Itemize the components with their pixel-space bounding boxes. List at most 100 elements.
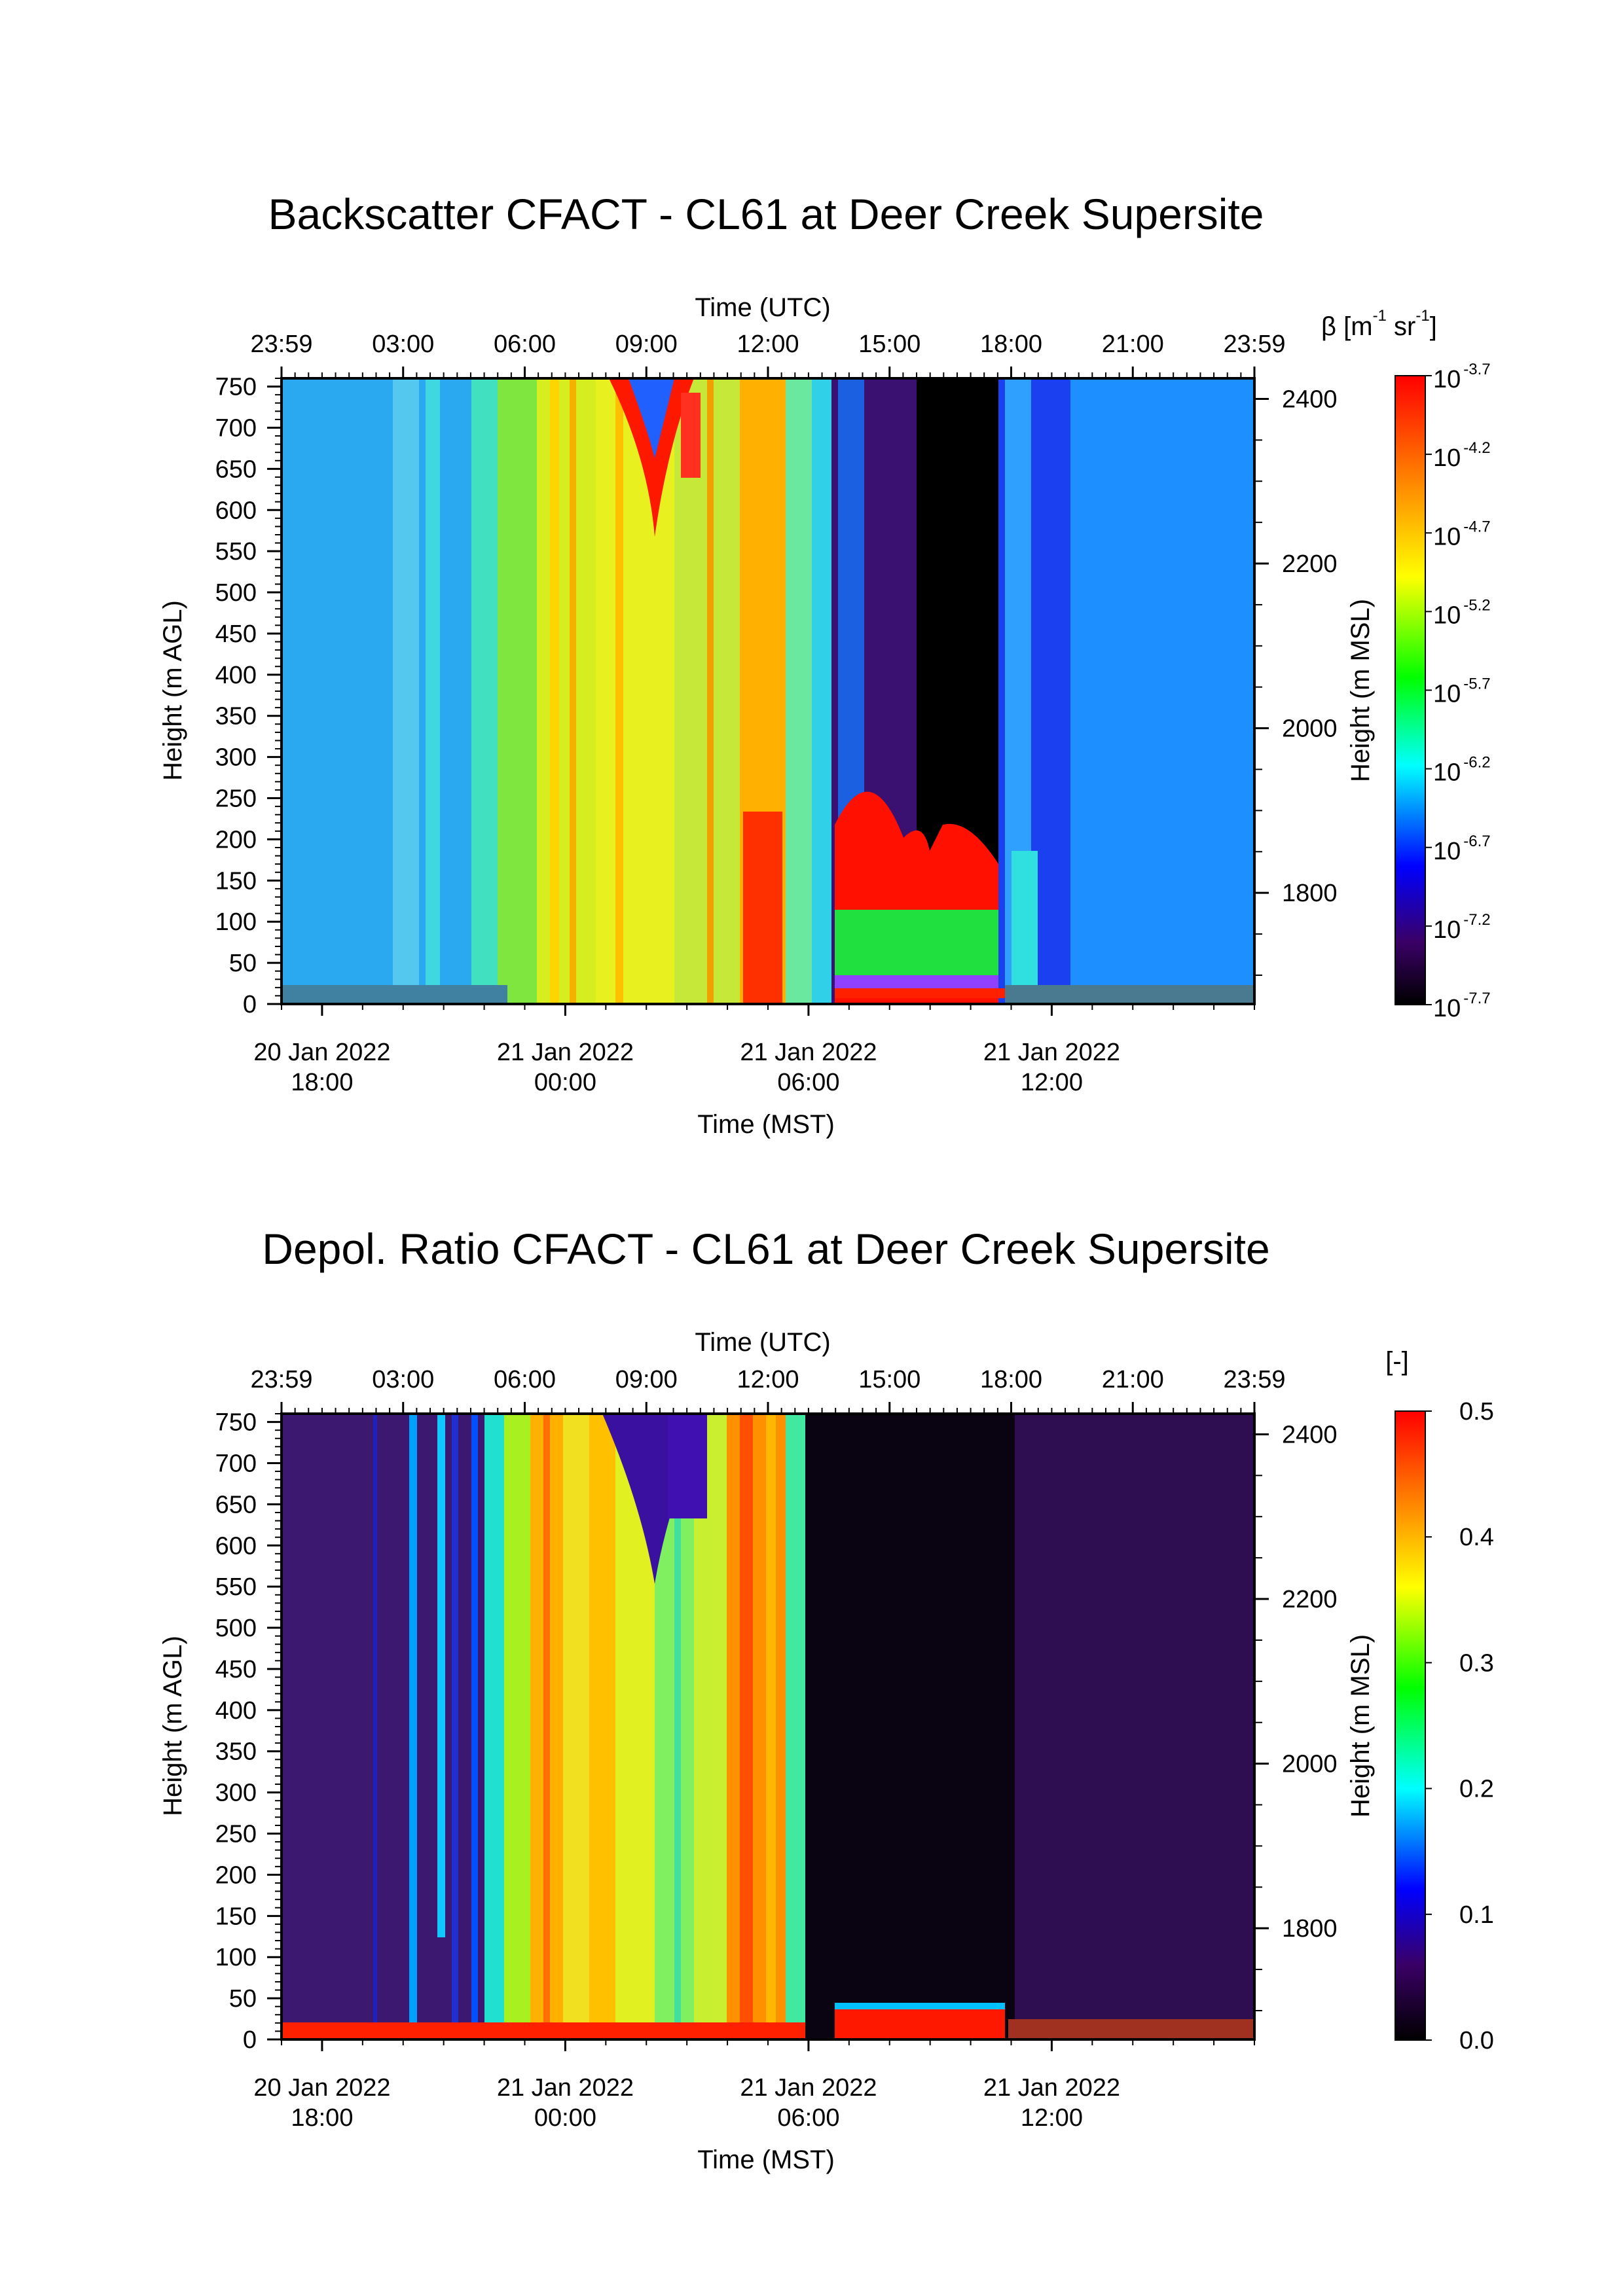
x-bottom-tick-date: 21 Jan 2022	[740, 2074, 877, 2102]
x-bottom-tick-date: 21 Jan 2022	[983, 2074, 1120, 2102]
colorbar-tick-exponent: -4.7	[1463, 518, 1490, 535]
y-left-tick-label: 200	[215, 1861, 257, 1889]
x-top-tick-label: 03:00	[372, 1366, 434, 1393]
colorbar-tick-label: 0.4	[1459, 1524, 1494, 1551]
colorbar-tick-label: 10 -3.7	[1433, 361, 1491, 393]
x-top-tick-label: 23:59	[250, 1366, 312, 1393]
colorbar-tick-base: 10	[1433, 681, 1461, 708]
y-left-tick-label: 350	[215, 703, 257, 730]
colorbar-tick-base: 10	[1433, 995, 1461, 1022]
x-top-tick-label: 03:00	[372, 331, 434, 358]
x-top-axis-label: Time (UTC)	[695, 293, 830, 322]
y-right-tick-label: 1800	[1282, 1915, 1338, 1943]
y-right-tick-label: 2400	[1282, 386, 1338, 413]
heatmap-image	[282, 378, 1254, 1004]
x-top-tick-label: 23:59	[250, 331, 312, 358]
colorbar-tick-label: 10 -6.2	[1433, 754, 1491, 787]
y-right-tick-label: 2000	[1282, 1751, 1338, 1778]
colorbar	[1395, 1410, 1426, 2041]
y-left-tick-label: 500	[215, 1615, 257, 1642]
y-left-axis-label: Height (m AGL)	[158, 1636, 187, 1816]
y-left-tick-label: 0	[243, 991, 257, 1018]
y-left-tick-label: 100	[215, 1944, 257, 1971]
y-left-tick-label: 0	[243, 2026, 257, 2054]
y-left-axis-label: Height (m AGL)	[158, 600, 187, 781]
x-top-tick-label: 09:00	[615, 1366, 678, 1393]
colorbar-tick-label: 10 -4.7	[1433, 518, 1491, 550]
x-bottom-tick-time: 06:00	[777, 1069, 839, 1096]
colorbar-label: [-]	[1385, 1347, 1409, 1376]
y-left-tick-label: 250	[215, 785, 257, 813]
colorbar-tick-label: 10 -7.2	[1433, 911, 1491, 944]
chart-title: Depol. Ratio CFACT - CL61 at Deer Creek …	[262, 1225, 1269, 1273]
y-right-tick-label: 2200	[1282, 550, 1338, 578]
y-left-tick-label: 500	[215, 579, 257, 607]
y-left-tick-label: 350	[215, 1738, 257, 1766]
colorbar-tick-label: 0.5	[1459, 1398, 1494, 1426]
colorbar-ticks: 10 -3.710 -4.210 -4.710 -5.210 -5.710 -6.210 -6…	[1425, 361, 1491, 1022]
depol-ratio-panel: Depol. Ratio CFACT - CL61 at Deer Creek …	[158, 1225, 1494, 2174]
y-left-tick-label: 650	[215, 456, 257, 483]
x-bottom-tick-time: 18:00	[291, 2104, 353, 2132]
colorbar-ticks: 0.5 0.4 0.3 0.2 0.1 0.0	[1425, 1398, 1494, 2054]
y-left-tick-label: 300	[215, 1780, 257, 1807]
y-left-tick-label: 700	[215, 1450, 257, 1477]
y-left-tick-label: 100	[215, 908, 257, 936]
y-right-axis-label: Height (m MSL)	[1346, 599, 1375, 782]
y-left-tick-label: 150	[215, 1903, 257, 1930]
x-bottom-tick-time: 06:00	[777, 2104, 839, 2132]
y-left-tick-label: 600	[215, 497, 257, 524]
x-bottom-axis-label: Time (MST)	[697, 1110, 835, 1139]
y-left-tick-label: 150	[215, 867, 257, 895]
heatmap-image	[282, 1414, 1254, 2039]
colorbar-tick-exponent: -5.7	[1463, 675, 1490, 693]
x-bottom-tick-date: 21 Jan 2022	[497, 2074, 634, 2102]
y-right-tick-label: 2200	[1282, 1586, 1338, 1613]
backscatter-panel: Backscatter CFACT - CL61 at Deer Creek S…	[158, 190, 1491, 1139]
colorbar-tick-base: 10	[1433, 838, 1461, 865]
colorbar	[1395, 375, 1426, 1005]
x-top-axis-label: Time (UTC)	[695, 1328, 830, 1357]
x-bottom-tick-time: 00:00	[534, 1069, 596, 1096]
colorbar-tick-base: 10	[1433, 759, 1461, 787]
y-left-tick-label: 450	[215, 620, 257, 648]
y-left-tick-label: 400	[215, 1697, 257, 1725]
x-bottom-tick-date: 20 Jan 2022	[253, 1039, 390, 1066]
x-top-tick-label: 21:00	[1102, 1366, 1164, 1393]
x-top-tick-label: 12:00	[737, 331, 799, 358]
colorbar-tick-base: 10	[1433, 366, 1461, 393]
y-left-tick-label: 750	[215, 1409, 257, 1437]
x-bottom-axis-label: Time (MST)	[697, 2145, 835, 2174]
y-right-tick-label: 2400	[1282, 1421, 1338, 1448]
colorbar-tick-exponent: -7.7	[1463, 990, 1490, 1007]
colorbar-tick-exponent: -4.2	[1463, 439, 1490, 457]
colorbar-tick-exponent: -6.7	[1463, 833, 1490, 850]
y-left-tick-label: 550	[215, 1573, 257, 1601]
x-bottom-tick-time: 12:00	[1021, 1069, 1083, 1096]
x-bottom-tick-time: 12:00	[1021, 2104, 1083, 2132]
x-top-tick-label: 23:59	[1223, 1366, 1285, 1393]
x-bottom-tick-date: 21 Jan 2022	[497, 1039, 634, 1066]
y-left-tick-label: 50	[229, 1985, 257, 2013]
chart-title: Backscatter CFACT - CL61 at Deer Creek S…	[268, 190, 1264, 238]
y-left-tick-label: 50	[229, 950, 257, 977]
y-right-tick-label: 2000	[1282, 715, 1338, 743]
x-bottom-tick-time: 00:00	[534, 2104, 596, 2132]
colorbar-tick-base: 10	[1433, 601, 1461, 629]
x-top-tick-label: 12:00	[737, 1366, 799, 1393]
colorbar-label: β [m-1 sr-1]	[1321, 307, 1437, 341]
x-top-tick-label: 21:00	[1102, 331, 1164, 358]
colorbar-tick-base: 10	[1433, 444, 1461, 472]
colorbar-tick-base: 10	[1433, 916, 1461, 944]
x-top-tick-label: 06:00	[494, 331, 556, 358]
x-top-tick-label: 18:00	[980, 331, 1042, 358]
x-top-tick-label: 09:00	[615, 331, 678, 358]
colorbar-tick-label: 0.0	[1459, 2027, 1494, 2054]
colorbar-tick-label: 10 -5.2	[1433, 596, 1491, 629]
x-top-tick-label: 23:59	[1223, 331, 1285, 358]
y-left-tick-label: 250	[215, 1821, 257, 1848]
colorbar-tick-exponent: -7.2	[1463, 911, 1490, 929]
y-left-tick-label: 600	[215, 1532, 257, 1560]
x-bottom-tick-time: 18:00	[291, 1069, 353, 1096]
